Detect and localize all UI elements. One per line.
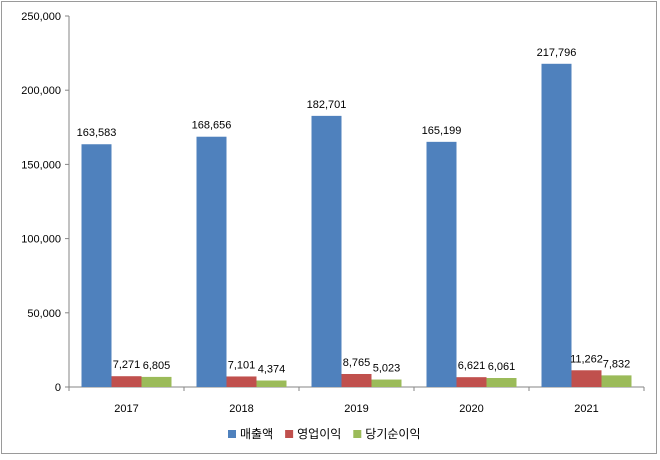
bar-2017-2	[141, 376, 172, 387]
x-tick-label: 2017	[114, 403, 138, 415]
data-label: 7,832	[603, 358, 631, 370]
data-label: 8,765	[343, 357, 371, 369]
y-tick-label: 150,000	[21, 159, 61, 171]
data-label: 4,374	[258, 364, 286, 376]
bar-2019-2	[371, 379, 402, 387]
legend-label: 매출액	[240, 427, 273, 441]
data-label: 163,583	[77, 127, 117, 139]
bar-2020-0	[426, 141, 457, 387]
data-label: 182,701	[307, 99, 347, 111]
bars	[81, 63, 632, 388]
bar-2019-0	[311, 115, 342, 388]
data-label: 165,199	[422, 125, 462, 137]
x-tick-label: 2020	[459, 403, 483, 415]
bar-2020-1	[456, 377, 487, 387]
legend-label: 영업이익	[297, 427, 341, 441]
data-label: 7,101	[228, 359, 256, 371]
bar-2019-1	[341, 373, 372, 387]
legend-swatch	[285, 430, 294, 438]
data-label: 5,023	[373, 363, 401, 375]
data-label: 6,061	[488, 361, 516, 373]
legend-label: 당기순이익	[365, 427, 420, 441]
bar-2020-2	[486, 378, 517, 387]
bar-2017-0	[81, 144, 112, 387]
data-label: 7,271	[113, 359, 141, 371]
bar-2021-1	[571, 370, 602, 387]
data-labels: 163,583 7,271 6,805 168,656 7,101 4,374 182,70…	[77, 47, 631, 376]
data-label: 6,805	[143, 360, 171, 372]
data-label: 6,621	[458, 360, 486, 372]
x-tick-label: 2021	[574, 403, 598, 415]
data-label: 217,796	[537, 47, 577, 59]
bar-chart: 0 50,000 100,000 150,000 200,000 250,000 2017 2…	[21, 11, 645, 441]
y-tick-label: 250,000	[21, 11, 61, 23]
data-label: 168,656	[192, 120, 232, 132]
axes: 0 50,000 100,000 150,000 200,000 250,000 2017 2…	[21, 11, 645, 415]
data-label: 11,262	[570, 353, 603, 365]
chart-frame: 0 50,000 100,000 150,000 200,000 250,000 2017 2…	[1, 1, 657, 454]
y-tick-label: 50,000	[27, 308, 61, 320]
legend-swatch	[228, 430, 236, 438]
legend-swatch	[353, 430, 362, 438]
bar-2018-2	[256, 380, 287, 387]
bar-2021-2	[601, 375, 632, 387]
legend: 매출액 영업이익 당기순이익	[228, 427, 421, 441]
bar-2018-0	[196, 136, 227, 387]
y-tick-label: 100,000	[21, 234, 61, 246]
y-tick-label: 0	[55, 382, 61, 394]
bar-2017-1	[111, 376, 142, 387]
y-tick-label: 200,000	[21, 85, 61, 97]
x-tick-label: 2018	[229, 403, 253, 415]
x-tick-label: 2019	[344, 403, 368, 415]
bar-2018-1	[226, 376, 257, 387]
bar-2021-0	[541, 63, 572, 387]
